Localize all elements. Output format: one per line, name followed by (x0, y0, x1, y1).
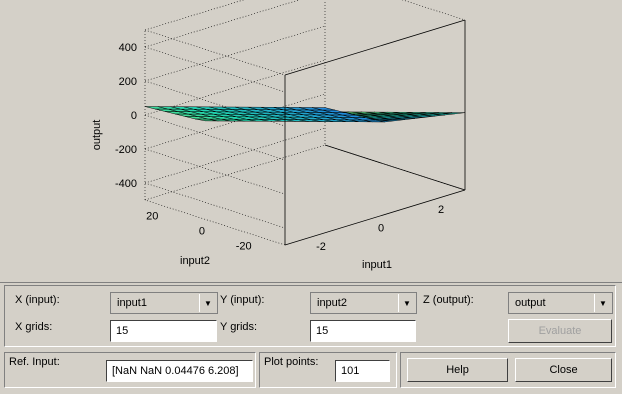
y-tick-label: 0 (199, 226, 205, 238)
grid-line (144, 59, 326, 116)
buttons-group: Help Close (400, 352, 616, 388)
plot-points-group: Plot points: 101 (259, 352, 397, 388)
grid-line (144, 127, 326, 184)
axes-box-back (144, 0, 466, 246)
x-input-value: input1 (117, 297, 147, 309)
axes-box-edge (284, 19, 466, 76)
close-button[interactable]: Close (515, 358, 612, 382)
x-grids-label: X grids: (15, 321, 53, 333)
z-output-select[interactable]: output ▼ (508, 292, 613, 314)
y-grids-field[interactable]: 15 (310, 320, 416, 342)
axes-box-edge (144, 29, 286, 76)
x-axis-label: input1 (362, 259, 392, 271)
plot-area: 400 200 0 -200 -400 -2 0 2 20 0 -20 output input1 inp… (0, 0, 622, 283)
chevron-down-icon: ▼ (398, 294, 415, 312)
evaluate-button[interactable]: Evaluate (508, 319, 612, 343)
x-tick-label: 0 (378, 223, 384, 235)
axes-box-edge (144, 144, 326, 201)
x-grids-field[interactable]: 15 (110, 320, 217, 342)
bottom-panel: Ref. Input: [NaN NaN 0.04476 6.208] Plot… (4, 352, 616, 390)
y-input-value: input2 (317, 297, 347, 309)
surface-plot: 4002000-200-400-202200-20outputinput1inp… (91, 0, 466, 271)
controls-panel: X (input): input1 ▼ Y (input): input2 ▼ … (4, 285, 616, 347)
grid-line (144, 182, 286, 229)
z-tick-label: 0 (131, 110, 137, 122)
axes-box-edge (401, 0, 466, 21)
axes-box-edge (324, 144, 466, 191)
chevron-down-icon: ▼ (594, 294, 611, 312)
y-grids-label: Y grids: (220, 321, 258, 333)
z-axis-label: output (91, 120, 103, 151)
y-axis-label: input2 (180, 255, 210, 267)
axes-box-edge (284, 189, 466, 246)
grid-line (144, 93, 326, 150)
chevron-down-icon: ▼ (199, 294, 216, 312)
grid-line (144, 25, 326, 82)
x-input-select[interactable]: input1 ▼ (110, 292, 218, 314)
surface-mesh (144, 106, 466, 123)
grid-line (144, 0, 300, 48)
axes-box-edge (144, 199, 286, 246)
x-tick-label: -2 (316, 241, 326, 253)
z-tick-label: 200 (119, 76, 137, 88)
z-tick-label: 400 (119, 42, 137, 54)
z-output-label: Z (output): (423, 294, 474, 306)
help-button[interactable]: Help (407, 358, 508, 382)
grid-line (144, 46, 286, 93)
y-input-select[interactable]: input2 ▼ (310, 292, 417, 314)
axes-box-edge (144, 0, 245, 31)
surface-patch (312, 107, 336, 111)
x-tick-label: 2 (438, 204, 444, 216)
y-input-label: Y (input): (220, 294, 265, 306)
x-input-label: X (input): (15, 294, 60, 306)
y-tick-label: 20 (146, 211, 158, 223)
ref-input-label: Ref. Input: (9, 356, 60, 368)
z-output-value: output (515, 297, 546, 309)
ref-input-field[interactable]: [NaN NaN 0.04476 6.208] (106, 360, 253, 382)
axes-box-front (284, 19, 466, 246)
axis-ticks: 4002000-200-400-202200-20outputinput1inp… (91, 42, 444, 271)
grid-line (144, 114, 286, 161)
grid-line (144, 80, 286, 127)
y-tick-label: -20 (236, 241, 252, 253)
z-tick-label: -200 (115, 144, 137, 156)
plot-points-label: Plot points: (264, 356, 319, 368)
grid-line (144, 148, 286, 195)
z-tick-label: -400 (115, 178, 137, 190)
plot-points-field[interactable]: 101 (335, 360, 390, 382)
ref-input-group: Ref. Input: [NaN NaN 0.04476 6.208] (4, 352, 256, 388)
